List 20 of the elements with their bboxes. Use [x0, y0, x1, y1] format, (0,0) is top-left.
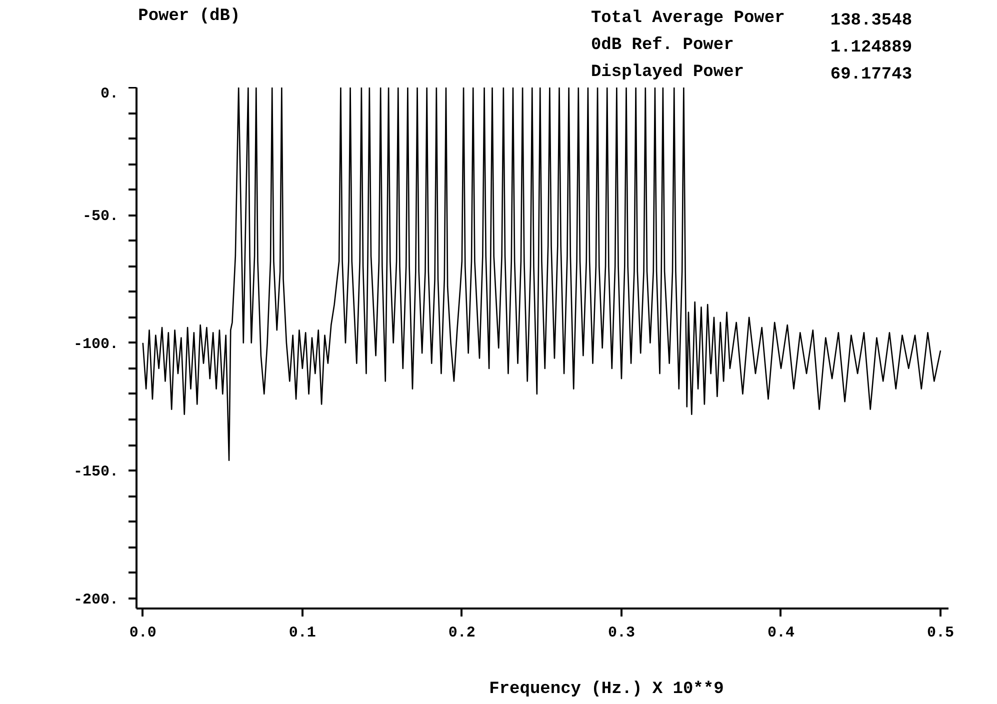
- x-tick-label: 0.1: [288, 624, 316, 642]
- text: 138.3548: [830, 12, 912, 30]
- text: 69.17743: [830, 66, 912, 84]
- y-tick-label: 0.: [100, 86, 119, 102]
- y-tick-label: -50.: [82, 208, 119, 226]
- text: 0dB Ref. Power: [590, 36, 734, 55]
- y-tick-label: -100.: [73, 336, 119, 353]
- text: Displayed Power: [590, 63, 744, 82]
- x-tick-label: 0.2: [448, 624, 476, 642]
- x-tick-label: 0.0: [129, 624, 156, 642]
- x-tick-label: 0.5: [927, 624, 954, 642]
- text: 1.124889: [830, 38, 912, 58]
- x-axis-title: Frequency (Hz.) X 10**9: [489, 680, 724, 699]
- y-tick-label: -150.: [73, 464, 119, 481]
- y-axis-title: Power (dB): [138, 7, 240, 26]
- x-tick-label: 0.4: [767, 624, 795, 642]
- line-series: [142, 88, 942, 462]
- y-tick-label: -200.: [73, 591, 119, 608]
- x-tick-label: 0.3: [608, 624, 635, 642]
- text: Total Average Power: [590, 9, 785, 28]
